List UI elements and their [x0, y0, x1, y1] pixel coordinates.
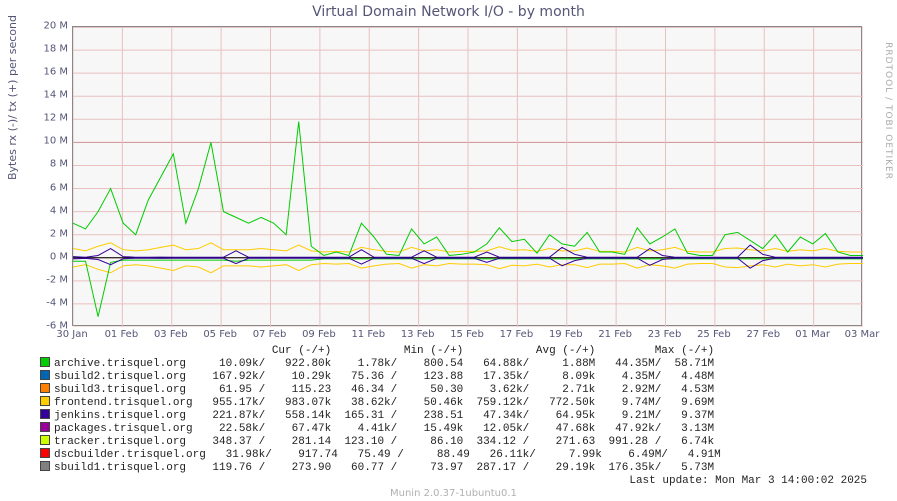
x-tick: 01 Mar — [795, 329, 830, 340]
x-tick: 11 Feb — [351, 329, 385, 340]
x-tick: 05 Feb — [203, 329, 237, 340]
x-tick: 03 Mar — [845, 329, 880, 340]
x-tick: 27 Feb — [746, 329, 780, 340]
legend-row: sbuild3.trisquel.org 61.95 / 115.23 46.3… — [40, 383, 721, 396]
last-update: Last update: Mon Mar 3 14:00:02 2025 — [629, 475, 867, 487]
x-tick: 25 Feb — [697, 329, 731, 340]
y-tick: 2 M — [18, 228, 68, 239]
y-tick: 18 M — [18, 44, 68, 55]
legend-row: jenkins.trisquel.org 221.87k/ 558.14k 16… — [40, 409, 721, 422]
x-tick: 01 Feb — [105, 329, 139, 340]
legend-swatch — [40, 357, 50, 367]
footer-version: Munin 2.0.37-1ubuntu0.1 — [390, 488, 517, 499]
y-tick: -2 M — [18, 274, 68, 285]
x-tick: 07 Feb — [253, 329, 287, 340]
legend-table: Cur (-/+) Min (-/+) Avg (-/+) Max (-/+)a… — [40, 344, 721, 474]
y-tick: 14 M — [18, 90, 68, 101]
legend-row: archive.trisquel.org 10.09k/ 922.80k 1.7… — [40, 357, 721, 370]
y-tick: 8 M — [18, 159, 68, 170]
legend-swatch — [40, 461, 50, 471]
legend-swatch — [40, 370, 50, 380]
legend-row: packages.trisquel.org 22.58k/ 67.47k 4.4… — [40, 422, 721, 435]
legend-row: frontend.trisquel.org 955.17k/ 983.07k 3… — [40, 396, 721, 409]
y-tick: 10 M — [18, 136, 68, 147]
x-tick: 19 Feb — [549, 329, 583, 340]
y-tick: 12 M — [18, 113, 68, 124]
x-tick: 13 Feb — [401, 329, 435, 340]
watermark: RRDTOOL / TOBI OETIKER — [883, 42, 893, 180]
legend-swatch — [40, 435, 50, 445]
legend-row: sbuild1.trisquel.org 119.76 / 273.90 60.… — [40, 461, 721, 474]
plot-area — [72, 26, 862, 326]
legend-swatch — [40, 422, 50, 432]
y-tick: 20 M — [18, 21, 68, 32]
legend-swatch — [40, 383, 50, 393]
x-tick: 17 Feb — [500, 329, 534, 340]
x-tick: 15 Feb — [450, 329, 484, 340]
chart-title: Virtual Domain Network I/O - by month — [0, 0, 897, 20]
y-tick: 16 M — [18, 67, 68, 78]
y-tick: 6 M — [18, 182, 68, 193]
legend-swatch — [40, 396, 50, 406]
legend-row: sbuild2.trisquel.org 167.92k/ 10.29k 75.… — [40, 370, 721, 383]
y-tick: -4 M — [18, 297, 68, 308]
y-tick: 0 M — [18, 251, 68, 262]
legend-row: dscbuilder.trisquel.org 31.98k/ 917.74 7… — [40, 448, 721, 461]
x-tick: 09 Feb — [302, 329, 336, 340]
legend-header: Cur (-/+) Min (-/+) Avg (-/+) Max (-/+) — [40, 344, 721, 357]
legend-row: tracker.trisquel.org 348.37 / 281.14 123… — [40, 435, 721, 448]
legend-swatch — [40, 448, 50, 458]
x-tick: 30 Jan — [56, 329, 87, 340]
x-tick: 23 Feb — [648, 329, 682, 340]
x-tick: 03 Feb — [154, 329, 188, 340]
y-tick: 4 M — [18, 205, 68, 216]
x-tick: 21 Feb — [598, 329, 632, 340]
legend-swatch — [40, 409, 50, 419]
